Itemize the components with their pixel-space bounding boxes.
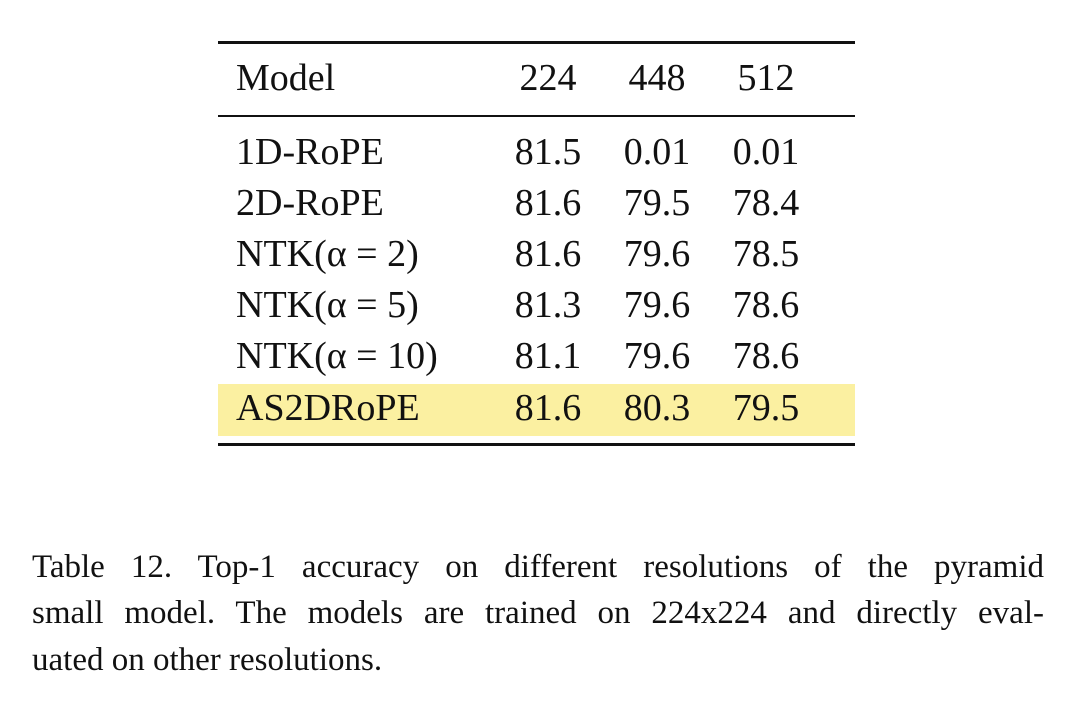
mid-rule	[218, 115, 855, 117]
table-cell: NTK(α = 5)	[236, 284, 419, 326]
table-cell: 81.6	[514, 182, 582, 224]
table-cell: 78.4	[732, 182, 800, 224]
header-cell: 224	[519, 57, 577, 99]
table-cell: 79.5	[732, 387, 800, 429]
header-cell: Model	[236, 57, 336, 99]
table-cell: 79.6	[623, 284, 691, 326]
table-cell: 79.6	[623, 233, 691, 275]
table-cell: 0.01	[732, 131, 800, 173]
table-cell: 81.6	[514, 387, 582, 429]
top-rule	[218, 41, 855, 44]
header-cell: 448	[628, 57, 686, 99]
table-cell: 78.5	[732, 233, 800, 275]
table-cell: NTK(α = 2)	[236, 233, 419, 275]
table-cell: 1D-RoPE	[236, 131, 384, 173]
table-cell: 81.1	[514, 335, 582, 377]
table-cell: AS2DRoPE	[236, 387, 420, 429]
table-cell: 79.5	[623, 182, 691, 224]
table-cell: 81.6	[514, 233, 582, 275]
table-cell: 78.6	[732, 335, 800, 377]
table-cell: 79.6	[623, 335, 691, 377]
table-cell: 81.5	[514, 131, 582, 173]
highlight-row	[218, 384, 855, 436]
table-cell: 78.6	[732, 284, 800, 326]
table-cell: NTK(α = 10)	[236, 335, 438, 377]
caption-line: small model. The models are trained on 2…	[32, 595, 1044, 631]
header-cell: 512	[737, 57, 795, 99]
table-cell: 81.3	[514, 284, 582, 326]
caption-line: uated on other resolutions.	[32, 642, 383, 678]
caption-line: Table 12. Top-1 accuracy on different re…	[32, 549, 1044, 585]
table-cell: 2D-RoPE	[236, 182, 384, 224]
table-cell: 0.01	[623, 131, 691, 173]
bottom-rule	[218, 443, 855, 446]
table-cell: 80.3	[623, 387, 691, 429]
